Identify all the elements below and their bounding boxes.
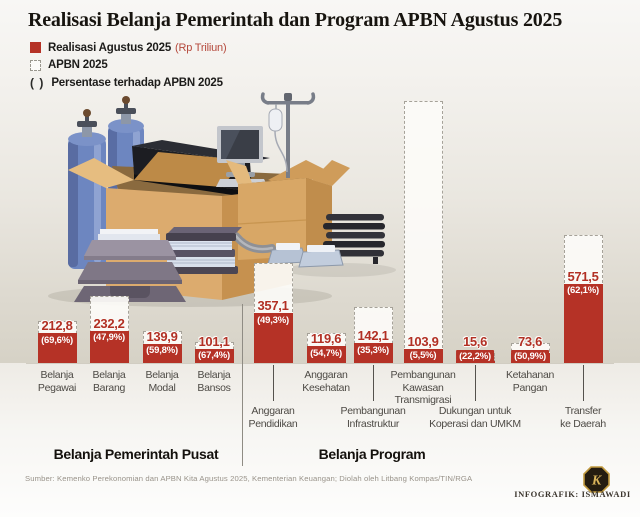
- legend-label: APBN 2025: [48, 59, 108, 72]
- bar-percentage-label: (59,8%): [143, 344, 181, 358]
- bar-category-label: Dukungan untuk Koperasi dan UMKM: [429, 405, 521, 430]
- goods-illustration: [48, 92, 396, 307]
- page-title: Realisasi Belanja Pemerintah dan Program…: [28, 9, 563, 31]
- label-leader-line: [373, 365, 374, 401]
- bar-category-label: Ketahanan Pangan: [505, 369, 555, 394]
- apbn-swatch-icon: [30, 59, 41, 71]
- legend-unit: (Rp Triliun): [175, 41, 227, 54]
- bar-value-label: 103,9: [407, 333, 439, 349]
- label-leader-line: [273, 365, 274, 401]
- group-divider-line: [242, 304, 243, 466]
- bar-category-label: Transfer ke Daerah: [560, 405, 606, 430]
- bar-percentage-label: (22,2%): [456, 349, 494, 363]
- bar-category-label: Belanja Barang: [92, 369, 126, 394]
- bar-category-label: Belanja Modal: [145, 369, 179, 394]
- label-leader-line: [475, 365, 476, 401]
- parentheses-icon: ( ): [30, 75, 45, 90]
- bar-value-label: 357,1: [257, 298, 289, 314]
- bar-percentage-label: (5,5%): [406, 349, 440, 363]
- bar-value-label: 232,2: [93, 315, 125, 331]
- iv-stand-icon: [260, 92, 316, 178]
- books-stack-icon: [161, 227, 242, 274]
- bar-value-label: 139,9: [146, 328, 178, 344]
- bar-percentage-label: (67,4%): [195, 349, 233, 363]
- legend-item-persentase: ( ) Persentase terhadap APBN 2025: [30, 74, 226, 92]
- lower-background-band: [0, 363, 640, 517]
- bar-category-label: Pembangunan Infrastruktur: [340, 405, 406, 430]
- bar-percentage-label: (47,9%): [90, 331, 128, 345]
- bar-value-label: 142,1: [357, 328, 389, 344]
- bar-value-label: 119,6: [310, 331, 342, 347]
- svg-text:K: K: [591, 474, 603, 489]
- chart-group-label: Belanja Pemerintah Pusat: [53, 446, 219, 462]
- realisasi-swatch-icon: [30, 42, 41, 54]
- bar-value-label: 73,6: [517, 334, 543, 349]
- apbn-budget-box: [403, 100, 443, 363]
- bar-category-label: Belanja Bansos: [197, 369, 231, 394]
- legend-item-apbn: APBN 2025: [30, 57, 226, 75]
- bar-category-label: Anggaran Pendidikan: [248, 405, 298, 430]
- cardboard-box-small: [226, 160, 350, 260]
- bar-value-label: 571,5: [567, 268, 599, 284]
- infographic-credit: INFOGRAFIK: ISMAWADI: [514, 489, 631, 499]
- bar-category-label: Pembangunan Kawasan Transmigrasi: [390, 369, 456, 406]
- legend-label: Realisasi Agustus 2025: [48, 41, 172, 54]
- kompas-badge-icon: K: [583, 466, 610, 493]
- paper-trays-light: [267, 243, 344, 268]
- bar-percentage-label: (49,3%): [254, 313, 292, 328]
- source-note: Sumber: Kemenko Perekonomian dan APBN Ki…: [25, 474, 473, 483]
- bar-category-label: Anggaran Kesehatan: [302, 369, 350, 394]
- legend-label: Persentase terhadap APBN 2025: [51, 76, 223, 89]
- chart-legend: Realisasi Agustus 2025 (Rp Triliun) APBN…: [30, 39, 227, 92]
- label-leader-line: [583, 365, 584, 401]
- bar-percentage-label: (62,1%): [564, 284, 602, 298]
- bar-percentage-label: (50,9%): [511, 349, 549, 363]
- bar-category-label: Belanja Pegawai: [37, 369, 77, 394]
- bar-percentage-label: (69,6%): [38, 333, 76, 348]
- bar-value-label: 101,1: [198, 333, 230, 349]
- bar-value-label: 15,6: [462, 334, 488, 349]
- bar-value-label: 212,8: [41, 318, 73, 334]
- bar-percentage-label: (35,3%): [354, 343, 392, 358]
- chart-baseline: [26, 363, 614, 364]
- bar-percentage-label: (54,7%): [307, 346, 345, 361]
- chart-group-label: Belanja Program: [318, 446, 426, 462]
- legend-item-realisasi: Realisasi Agustus 2025 (Rp Triliun): [30, 39, 227, 57]
